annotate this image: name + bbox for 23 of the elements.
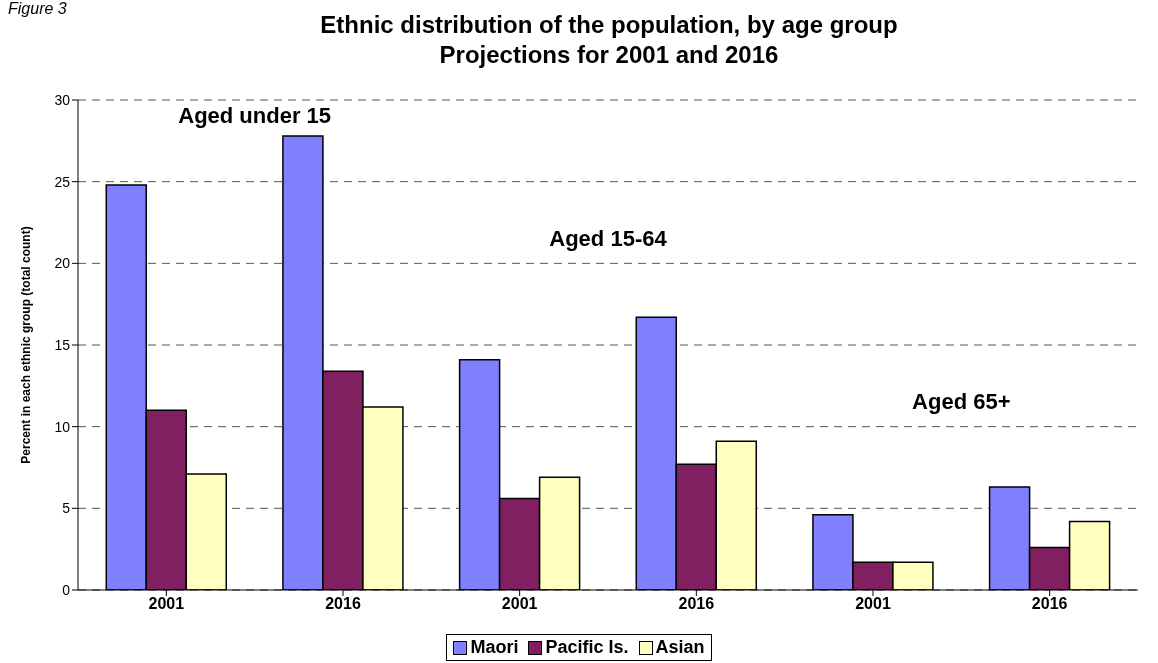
caption: Figure 3	[8, 0, 68, 17]
y-axis-title: Percent in each ethnic group (total count)	[19, 226, 34, 464]
annotation: Aged under 15	[177, 102, 333, 131]
y-tick-label: 20	[54, 255, 71, 272]
x-tick-label: 2016	[1031, 595, 1068, 613]
y-tick-label: 15	[54, 336, 71, 353]
y-tick-label: 30	[54, 91, 71, 108]
legend-label: Maori	[469, 637, 519, 658]
x-tick-label: 2016	[325, 595, 361, 613]
y-tick-label: 5	[62, 500, 71, 517]
y-tick-label: 25	[54, 173, 71, 190]
x-tick-label: 2001	[855, 595, 891, 613]
legend-label: Pacific Is.	[544, 637, 629, 658]
chart-subtitle: Projections for 2001 and 2016	[438, 40, 780, 70]
chart-title: Ethnic distribution of the population, by age group	[319, 10, 899, 40]
annotation: Aged 15-64	[548, 224, 668, 253]
legend-label: Asian	[654, 637, 705, 658]
annotation: Aged 65+	[911, 388, 1012, 417]
x-tick-label: 2016	[678, 595, 715, 613]
y-tick-label: 10	[54, 418, 71, 435]
x-tick-label: 2001	[148, 595, 185, 613]
x-tick-label: 2001	[501, 595, 538, 613]
y-tick-label: 0	[62, 581, 71, 598]
